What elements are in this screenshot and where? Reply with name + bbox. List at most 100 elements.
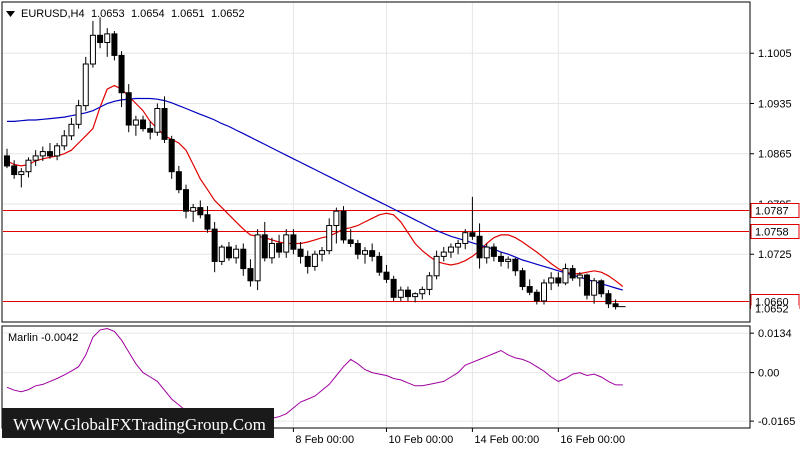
bear-candle-body [376, 255, 383, 273]
price-tick-label: 1.0725 [758, 249, 792, 261]
candle [404, 286, 411, 301]
bull-candle-body [333, 210, 340, 227]
indicator-tick-label: -0.0165 [758, 416, 795, 428]
bear-candle-body [369, 250, 376, 257]
bear-candle-body [4, 155, 10, 167]
time-axis: 8 Feb 00:00 10 Feb 00:00 14 Feb 00:00 16 Fe… [292, 428, 625, 446]
bear-candle-body [211, 228, 218, 262]
bull-candle-body [433, 255, 440, 277]
bear-candle-body [612, 303, 619, 308]
bull-candle-body [32, 155, 39, 161]
price-level-tag [750, 224, 800, 239]
candle [297, 242, 304, 264]
bull-candle-body [412, 293, 419, 298]
candle [197, 200, 204, 219]
bear-candle-body [261, 234, 268, 259]
candle [54, 142, 61, 161]
bull-candle-body [254, 234, 261, 282]
bull-candle-body [397, 289, 404, 298]
bear-candle-body [225, 246, 232, 259]
candle [512, 257, 519, 276]
candle [104, 28, 111, 57]
bull-candle-body [54, 145, 61, 157]
candles [4, 17, 626, 310]
candle [111, 30, 118, 61]
bear-candle-body [476, 235, 483, 259]
bear-candle-body [168, 138, 175, 173]
bull-candle-body [68, 123, 75, 137]
bear-candle-body [183, 189, 189, 212]
bear-candle-body [247, 268, 254, 282]
bull-candle-body [218, 246, 225, 262]
bull-candle-body [132, 119, 139, 126]
candle [161, 96, 168, 143]
candle [555, 272, 562, 287]
candle [354, 239, 361, 260]
candle [548, 272, 555, 291]
bull-candle-body [311, 253, 318, 267]
candle [225, 242, 232, 261]
bear-candle-body [569, 268, 576, 279]
price-tick-label: 1.0865 [758, 149, 792, 161]
candle [283, 229, 290, 258]
candle [319, 247, 326, 262]
candle [605, 290, 612, 309]
bull-candle-body [25, 159, 32, 173]
candle [147, 121, 154, 140]
time-tick-label: 16 Feb 00:00 [560, 434, 625, 446]
candle [97, 17, 104, 49]
candle [412, 292, 419, 303]
candle [397, 286, 404, 301]
bull-candle-body [455, 242, 462, 248]
bear-candle-body [383, 271, 390, 280]
bull-candle-body [447, 246, 454, 253]
bull-candle-body [426, 275, 433, 290]
candle [304, 250, 311, 274]
indicator-tick-label: 0.0134 [758, 328, 792, 340]
candle [541, 279, 547, 305]
bear-candle-body [140, 119, 147, 130]
candle [376, 252, 383, 276]
symbol-title: EURUSD,H4 [21, 8, 85, 20]
bear-candle-body [526, 286, 533, 293]
bull-candle-body [268, 242, 275, 259]
bull-candle-body [190, 207, 197, 212]
candle [383, 265, 390, 283]
candle [598, 279, 605, 298]
time-tick-label: 10 Feb 00:00 [388, 434, 453, 446]
candle [154, 103, 161, 136]
bear-candle-body [533, 291, 540, 302]
candle [204, 206, 211, 233]
bear-candle-body [46, 151, 53, 157]
candle [254, 229, 261, 291]
bear-candle-body [118, 54, 125, 94]
candle [462, 229, 469, 250]
candle [369, 243, 376, 262]
candle [576, 272, 583, 287]
candle [440, 247, 447, 262]
bull-candle-body [548, 277, 555, 284]
price-axis: 1.10051.09351.08651.07951.07251.07871.07… [750, 48, 800, 316]
symbol-menu-triangle-icon[interactable] [6, 11, 15, 17]
candle [311, 250, 318, 271]
candle [211, 221, 218, 273]
indicator-title: Marlin -0.0042 [8, 332, 78, 344]
current-price-label: 1.0652 [755, 304, 789, 316]
marlin-indicator [6, 327, 623, 424]
bear-candle-body [347, 239, 354, 244]
candle [426, 272, 433, 296]
bull-candle-body [440, 251, 447, 257]
candle [247, 259, 254, 287]
candle [218, 244, 225, 266]
candle [140, 115, 147, 132]
watermark-box [2, 408, 274, 438]
bull-candle-body [233, 248, 240, 259]
bear-candle-body [11, 165, 18, 176]
candle [233, 244, 240, 264]
indicator-gridlines [3, 327, 749, 427]
bull-candle-body [562, 268, 569, 284]
bull-candle-body [362, 250, 368, 255]
bear-candle-body [304, 255, 311, 267]
bear-candle-body [354, 242, 361, 255]
price-level-label: 1.0758 [755, 227, 789, 239]
